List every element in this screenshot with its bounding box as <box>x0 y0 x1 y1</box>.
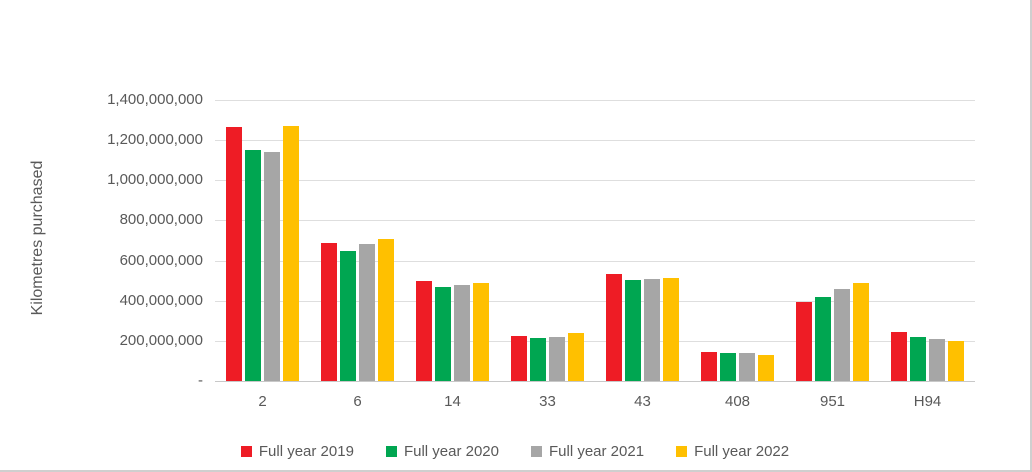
bar-full-year-2022 <box>948 340 964 381</box>
plot-area <box>215 100 975 382</box>
bar-full-year-2020 <box>720 352 736 381</box>
legend-label: Full year 2020 <box>403 443 499 460</box>
bar-full-year-2022 <box>283 126 299 381</box>
x-axis-label: 6 <box>353 393 362 410</box>
x-axis-label: 951 <box>819 393 846 410</box>
bar-full-year-2019 <box>321 242 337 381</box>
x-axis-line <box>215 381 975 382</box>
legend-item-full-year-2019: Full year 2019 <box>240 443 354 460</box>
bar-full-year-2020 <box>910 336 926 381</box>
legend-swatch-icon <box>676 446 688 457</box>
bar-full-year-2021 <box>644 278 660 381</box>
gridline <box>215 300 975 302</box>
y-axis-title: Kilometres purchased <box>29 160 46 316</box>
bar-full-year-2022 <box>663 277 679 381</box>
bar-full-year-2021 <box>359 243 375 381</box>
gridline <box>215 180 975 182</box>
bar-full-year-2020 <box>340 250 356 381</box>
legend-label: Full year 2019 <box>258 443 354 460</box>
bar-full-year-2022 <box>568 333 584 381</box>
y-axis-tick-label: - <box>198 372 203 389</box>
bar-full-year-2021 <box>264 152 280 381</box>
gridline <box>215 260 975 262</box>
y-axis-tick-label: 600,000,000 <box>119 251 203 269</box>
bar-full-year-2019 <box>891 331 907 381</box>
bar-full-year-2020 <box>435 286 451 381</box>
bar-full-year-2019 <box>511 335 527 381</box>
x-axis-label: 43 <box>634 393 651 410</box>
bar-full-year-2022 <box>758 354 774 381</box>
y-axis-tick-label: 800,000,000 <box>119 211 203 229</box>
legend-item-full-year-2020: Full year 2020 <box>385 443 499 460</box>
bar-full-year-2021 <box>454 284 470 381</box>
bar-full-year-2021 <box>834 288 850 381</box>
legend: Full year 2019 Full year 2020 Full year 20… <box>0 443 1030 460</box>
bar-full-year-2019 <box>226 127 242 381</box>
gridline <box>215 140 975 142</box>
x-axis-label: 14 <box>444 393 461 410</box>
bar-full-year-2020 <box>245 150 261 381</box>
legend-label: Full year 2022 <box>694 443 790 460</box>
x-axis-label: H94 <box>913 393 942 410</box>
bar-full-year-2022 <box>853 282 869 381</box>
legend-swatch-icon <box>385 446 397 457</box>
bar-full-year-2019 <box>796 301 812 381</box>
bar-full-year-2022 <box>378 238 394 381</box>
legend-item-full-year-2022: Full year 2022 <box>676 443 789 460</box>
x-axis-label: 33 <box>539 393 556 410</box>
y-axis-tick-label: 200,000,000 <box>119 331 203 349</box>
bar-full-year-2019 <box>701 351 717 381</box>
bar-full-year-2020 <box>530 337 546 381</box>
bar-full-year-2021 <box>549 336 565 381</box>
legend-swatch-icon <box>531 446 542 457</box>
y-axis-tick-label: 1,400,000,000 <box>107 91 203 108</box>
legend-swatch-icon <box>240 446 252 457</box>
bar-full-year-2020 <box>815 296 831 381</box>
gridline <box>215 340 975 342</box>
bar-full-year-2021 <box>739 353 755 381</box>
legend-item-full-year-2021: Full year 2021 <box>531 443 644 460</box>
gridline <box>215 100 975 101</box>
bar-full-year-2022 <box>473 282 489 381</box>
legend-label: Full year 2021 <box>549 443 645 460</box>
y-axis-tick-label: 400,000,000 <box>119 291 203 309</box>
x-axis-label: 408 <box>724 393 751 410</box>
bar-full-year-2019 <box>606 273 622 381</box>
y-axis-tick-label: 1,000,000,000 <box>107 171 203 189</box>
bar-full-year-2021 <box>929 338 945 381</box>
gridline <box>215 220 975 222</box>
bar-full-year-2019 <box>416 280 432 381</box>
bar-full-year-2020 <box>625 279 641 381</box>
y-axis-tick-label: 1,200,000,000 <box>107 131 203 149</box>
x-axis-label: 2 <box>258 393 267 410</box>
